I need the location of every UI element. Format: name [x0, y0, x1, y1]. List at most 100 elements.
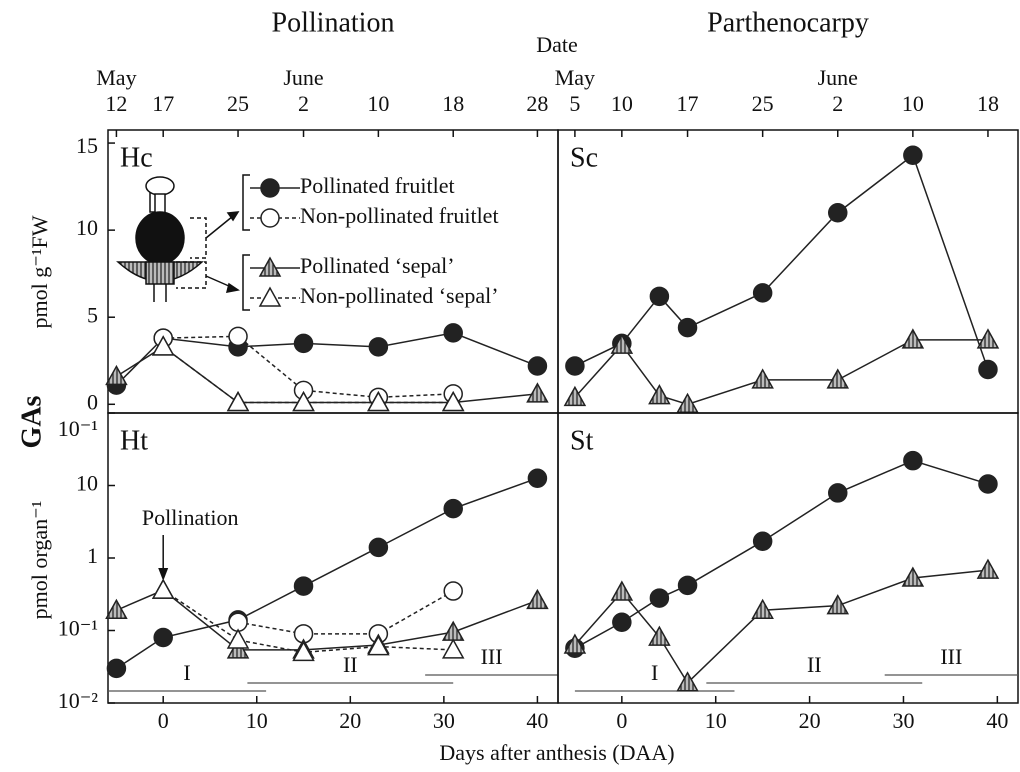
- data-point: [751, 598, 774, 620]
- data-point: [105, 598, 128, 620]
- data-point: [610, 333, 634, 354]
- x-tick-label: 10: [705, 708, 727, 733]
- data-point: [293, 576, 314, 596]
- data-point: [292, 640, 315, 662]
- data-point: [901, 566, 925, 587]
- data-point: [443, 323, 463, 343]
- x2-tick-label: 10: [367, 91, 389, 116]
- data-point: [526, 588, 549, 610]
- x2-tick-label: 17: [677, 91, 699, 116]
- x2-tick-label: 17: [152, 91, 174, 116]
- x2-tick-label: 10: [611, 91, 633, 116]
- series-line: [574, 459, 989, 649]
- x2-tick-label: 2: [298, 91, 309, 116]
- annotation-arrowhead: [158, 568, 169, 581]
- data-point: [976, 558, 1000, 579]
- data-point: [226, 628, 250, 649]
- annotation: Pollination: [142, 505, 239, 530]
- data-point: [441, 620, 465, 641]
- data-point: [527, 356, 548, 376]
- y-group-label: GAs: [16, 395, 47, 448]
- data-point: [151, 578, 175, 599]
- data-point: [826, 594, 850, 615]
- x2-tick-label: 12: [105, 91, 127, 116]
- y-tick-label: 10⁻¹: [58, 416, 98, 441]
- data-point: [752, 283, 773, 303]
- phase-label: I: [651, 660, 658, 685]
- y-tick-label: 1: [87, 543, 98, 568]
- x2-tick-label: 25: [227, 91, 249, 116]
- data-point: [901, 328, 925, 349]
- flower-schematic: [116, 174, 250, 311]
- data-point: [441, 638, 465, 659]
- phase-label: I: [183, 660, 190, 685]
- y-tick-label: 0: [87, 389, 98, 414]
- x-tick-label: 40: [526, 708, 548, 733]
- y-tick-label: 10: [76, 215, 98, 240]
- phase-label: III: [481, 644, 503, 669]
- x-tick-label: 10: [246, 708, 268, 733]
- data-point: [612, 612, 632, 632]
- data-point: [106, 658, 127, 679]
- panel-label: Ht: [120, 425, 148, 456]
- data-point: [677, 575, 698, 596]
- x2-tick-label: 18: [977, 91, 999, 116]
- y-axis-label: pmol organ⁻¹: [27, 501, 52, 620]
- x-tick-label: 30: [892, 708, 914, 733]
- panel-title: Pollination: [272, 7, 395, 38]
- panel-label: Hc: [120, 142, 153, 173]
- panel-label: Sc: [570, 142, 598, 173]
- panel-title: Parthenocarpy: [707, 7, 869, 38]
- month-label: May: [555, 65, 595, 90]
- data-point: [226, 391, 250, 412]
- x-tick-label: 0: [616, 708, 627, 733]
- phase-label: III: [940, 644, 962, 669]
- phase-label: II: [343, 652, 358, 677]
- month-label: May: [96, 65, 136, 90]
- series-line: [237, 590, 454, 635]
- phase-label: II: [807, 652, 822, 677]
- legend-marker: [260, 208, 280, 228]
- data-point: [563, 633, 587, 654]
- series-line: [162, 589, 454, 654]
- data-point: [368, 337, 389, 357]
- series-line: [163, 335, 454, 399]
- x2-tick-label: 18: [442, 91, 464, 116]
- data-point: [826, 368, 850, 389]
- data-point: [903, 450, 923, 471]
- panel-frame: [557, 412, 1019, 704]
- x-tick-label: 20: [339, 708, 361, 733]
- data-point: [153, 627, 173, 648]
- legend-marker: [258, 256, 282, 277]
- data-point: [151, 335, 175, 356]
- data-point: [441, 391, 465, 412]
- legend-marker: [260, 178, 280, 198]
- data-point: [903, 145, 923, 166]
- data-point: [752, 531, 773, 552]
- data-point: [563, 385, 587, 407]
- data-point: [565, 356, 585, 376]
- data-point: [828, 483, 848, 503]
- y-tick-label: 10⁻²: [58, 688, 99, 713]
- month-label: June: [818, 65, 858, 90]
- y-tick-label: 10: [76, 471, 98, 496]
- x2-tick-label: 28: [526, 91, 548, 116]
- data-point: [648, 384, 671, 405]
- data-point: [648, 625, 671, 646]
- y-tick-label: 10⁻¹: [58, 616, 98, 641]
- y-tick-label: 5: [87, 302, 98, 327]
- series-line: [116, 345, 538, 404]
- y-axis-label: pmol g⁻¹FW: [27, 215, 52, 328]
- x-tick-label: 30: [433, 708, 455, 733]
- series-line: [574, 154, 989, 370]
- panel-label: St: [570, 425, 594, 456]
- panel-frame: [557, 129, 1019, 414]
- x-tick-label: 40: [986, 708, 1008, 733]
- series-line: [116, 589, 538, 651]
- data-point: [367, 391, 390, 412]
- legend-label: Pollinated fruitlet: [300, 173, 455, 198]
- series-line: [574, 339, 988, 406]
- data-point: [228, 326, 248, 347]
- x-tick-label: 0: [158, 708, 169, 733]
- data-point: [367, 635, 390, 656]
